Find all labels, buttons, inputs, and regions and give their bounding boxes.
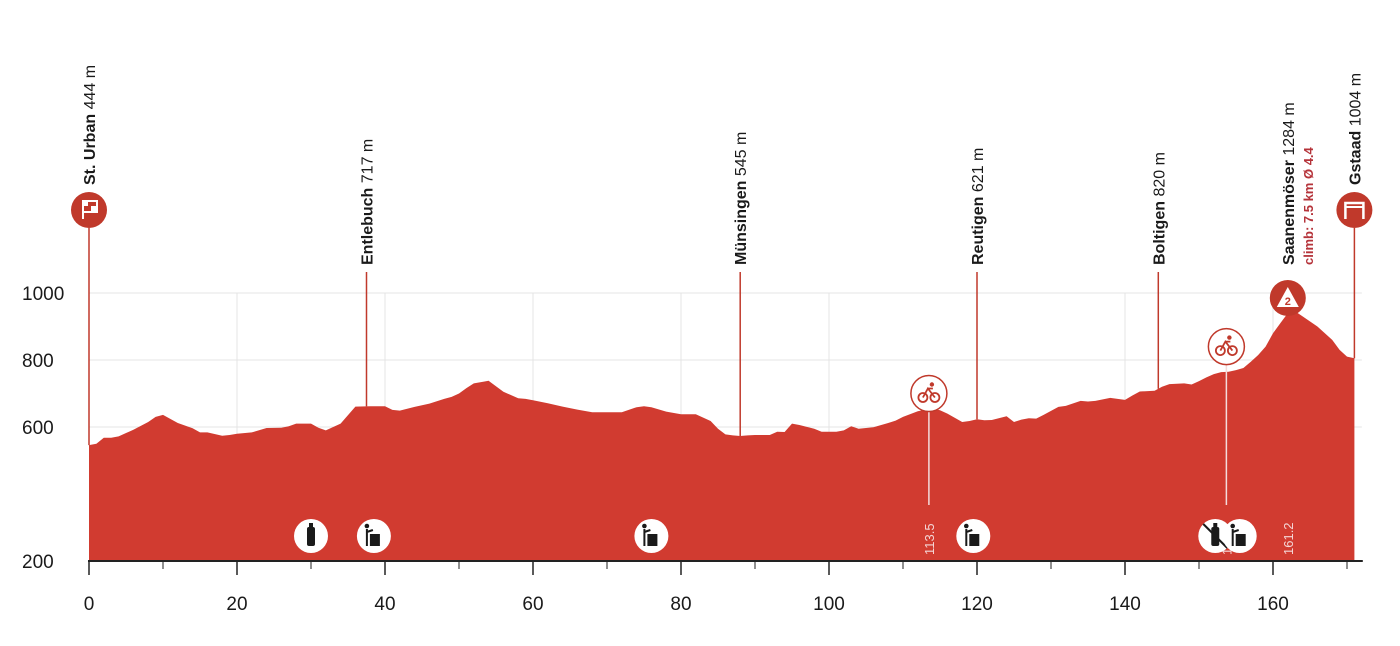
town-altitude: 717 m [360, 139, 377, 188]
bottle-cap-icon [1213, 523, 1218, 527]
town-label: Reutigen 621 m [970, 148, 987, 265]
flag-square [83, 201, 88, 206]
feed-zone-3 [956, 519, 991, 553]
bike-wheel-icon [1214, 345, 1226, 357]
feed-zone-0 [294, 519, 328, 553]
town-altitude: 1284 m [1281, 102, 1298, 160]
sprint-marker-0: 113.5 [910, 374, 948, 555]
feed-zone-1 [356, 519, 391, 553]
x-tick-label: 40 [374, 594, 395, 615]
kom-km-label: 161.2 [1281, 522, 1296, 555]
bike-wheel-icon [929, 392, 941, 403]
checkered-flag-icon [82, 200, 98, 219]
x-tick-label: 100 [813, 594, 845, 615]
bike-frame-icon [922, 386, 936, 399]
kom-category: 2 [1285, 296, 1291, 308]
town-altitude: 1004 m [1347, 73, 1364, 131]
person-body-icon [1231, 529, 1240, 546]
town-altitude: 621 m [970, 148, 987, 197]
town-name: Entlebuch [360, 188, 377, 265]
prohibited-slash-icon [1202, 523, 1228, 549]
town-name: St. Urban [82, 114, 99, 185]
person-head-icon [1230, 523, 1235, 529]
bottle-icon [307, 527, 315, 546]
person-head-icon [964, 523, 969, 529]
axes: 0 20 40 60 80 100 120 140 160 200 600 800 1000 [22, 284, 1363, 615]
mountain-icon [1276, 287, 1299, 307]
feed-zone-markers [294, 519, 1257, 553]
town-label: Münsingen 545 m [733, 132, 750, 265]
rider-head-icon [929, 382, 935, 387]
town-name: Münsingen [733, 181, 750, 265]
trash-bin-icon [369, 534, 380, 546]
rider-head-icon [1227, 335, 1232, 340]
feed-zone-5 [1222, 519, 1257, 553]
town-altitude: 820 m [1151, 152, 1168, 201]
trash-bin-icon [969, 534, 980, 546]
town-marker-6: Gstaad 1004 m [1336, 73, 1373, 359]
town-altitude: 545 m [733, 132, 750, 181]
town-name: Gstaad [1347, 131, 1364, 185]
x-tick-label: 60 [522, 594, 543, 615]
x-tick-label: 80 [670, 594, 691, 615]
x-tick-label: 0 [84, 594, 95, 615]
sprint-icon [910, 374, 948, 413]
bike-wheel-icon [917, 392, 929, 403]
x-tick-label: 140 [1109, 594, 1141, 615]
town-label: St. Urban 444 m [82, 65, 99, 185]
trash-bin-icon [1235, 534, 1246, 546]
finish-line-icon [1336, 192, 1373, 228]
bike-wheel-icon [1226, 345, 1238, 357]
town-name: Reutigen [970, 197, 987, 265]
bike-frame-icon [1219, 339, 1234, 352]
trash-bin-icon [647, 534, 658, 546]
elevation-profile-area [89, 311, 1355, 561]
town-marker-1: Entlebuch 717 m [360, 139, 377, 407]
town-marker-2: Münsingen 545 m [733, 132, 750, 437]
person-head-icon [364, 523, 370, 529]
town-name: Boltigen [1151, 201, 1168, 265]
town-label: Boltigen 820 m [1151, 152, 1168, 265]
town-label: Gstaad 1004 m [1347, 73, 1364, 185]
town-marker-0: St. Urban 444 m [71, 65, 107, 446]
flag-square [91, 206, 96, 211]
town-name: Saanenmöser [1281, 160, 1298, 265]
person-head-icon [642, 523, 647, 529]
bottle-cap-icon [309, 523, 313, 527]
person-body-icon [965, 529, 973, 546]
y-tick-label: 800 [22, 351, 54, 372]
town-markers: St. Urban 444 m Entlebuch 717 m Münsingen … [71, 65, 1373, 446]
y-tick-label: 200 [22, 552, 54, 573]
feed-zone-4 [1198, 519, 1233, 553]
person-body-icon [643, 529, 651, 546]
town-label: Entlebuch 717 m [360, 139, 377, 265]
start-flag-icon [71, 192, 107, 228]
feed-zone-2 [634, 519, 669, 553]
x-tick-label: 20 [226, 594, 247, 615]
sprint-km-label: 113.5 [922, 523, 937, 555]
y-tick-label: 600 [22, 418, 54, 439]
town-marker-4: Boltigen 820 m [1151, 152, 1168, 389]
y-tick-label: 1000 [22, 284, 64, 305]
finish-arch-icon [1344, 201, 1365, 219]
town-altitude: 444 m [82, 65, 99, 114]
town-marker-3: Reutigen 621 m [970, 148, 987, 420]
climb-info: climb: 7.5 km Ø 4.4 [1301, 146, 1316, 265]
x-tick-label: 120 [961, 594, 993, 615]
x-tick-label: 160 [1257, 594, 1289, 615]
person-body-icon [365, 529, 374, 546]
town-label: Saanenmöser 1284 m [1281, 102, 1298, 265]
sprint-icon [1207, 327, 1246, 366]
